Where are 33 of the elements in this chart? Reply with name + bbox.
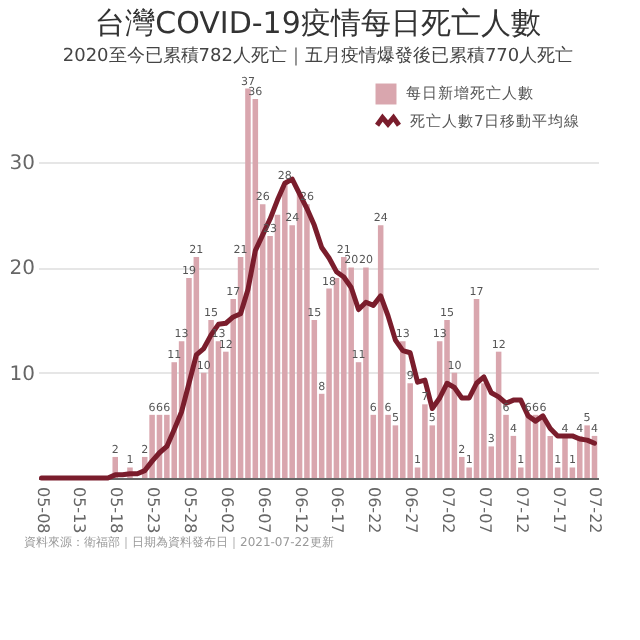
x-tick-label: 05-13 (70, 487, 89, 534)
x-tick-label: 05-23 (144, 487, 163, 534)
bar (444, 320, 450, 478)
x-tick-label: 07-12 (512, 487, 531, 534)
chart-title: 台灣COVID-19疫情每日死亡人數 (95, 4, 541, 41)
chart-subtitle: 2020至今已累積782人死亡｜五月疫情爆發後已累積770人死亡 (62, 44, 574, 67)
y-tick-label: 20 (9, 258, 35, 281)
bar (562, 435, 568, 478)
bar (282, 183, 288, 478)
y-tick-label: 10 (9, 363, 35, 386)
x-tick-label: 06-22 (365, 487, 384, 534)
bar (525, 414, 531, 478)
x-tick-label: 07-17 (549, 487, 568, 534)
x-tick-label: 06-07 (254, 487, 273, 534)
bar (422, 404, 428, 478)
bar (363, 267, 369, 478)
x-tick-label: 06-17 (328, 487, 347, 534)
x-tick-label: 06-02 (217, 487, 236, 534)
x-tick-label: 05-08 (33, 487, 52, 534)
bar (400, 341, 406, 478)
bar (245, 88, 251, 478)
line-series (39, 176, 597, 481)
bar (584, 425, 590, 478)
x-tick-label: 07-02 (439, 487, 458, 534)
x-tick-label: 05-28 (180, 487, 199, 534)
x-tick-label: 06-27 (402, 487, 421, 534)
bar (208, 320, 214, 478)
x-tick-label: 05-18 (107, 487, 126, 534)
x-tick-label: 06-12 (291, 487, 310, 534)
x-tick-label: 07-22 (586, 487, 605, 534)
bar (341, 256, 347, 478)
x-tick-label: 07-07 (475, 487, 494, 534)
y-tick-label: 30 (9, 153, 35, 176)
